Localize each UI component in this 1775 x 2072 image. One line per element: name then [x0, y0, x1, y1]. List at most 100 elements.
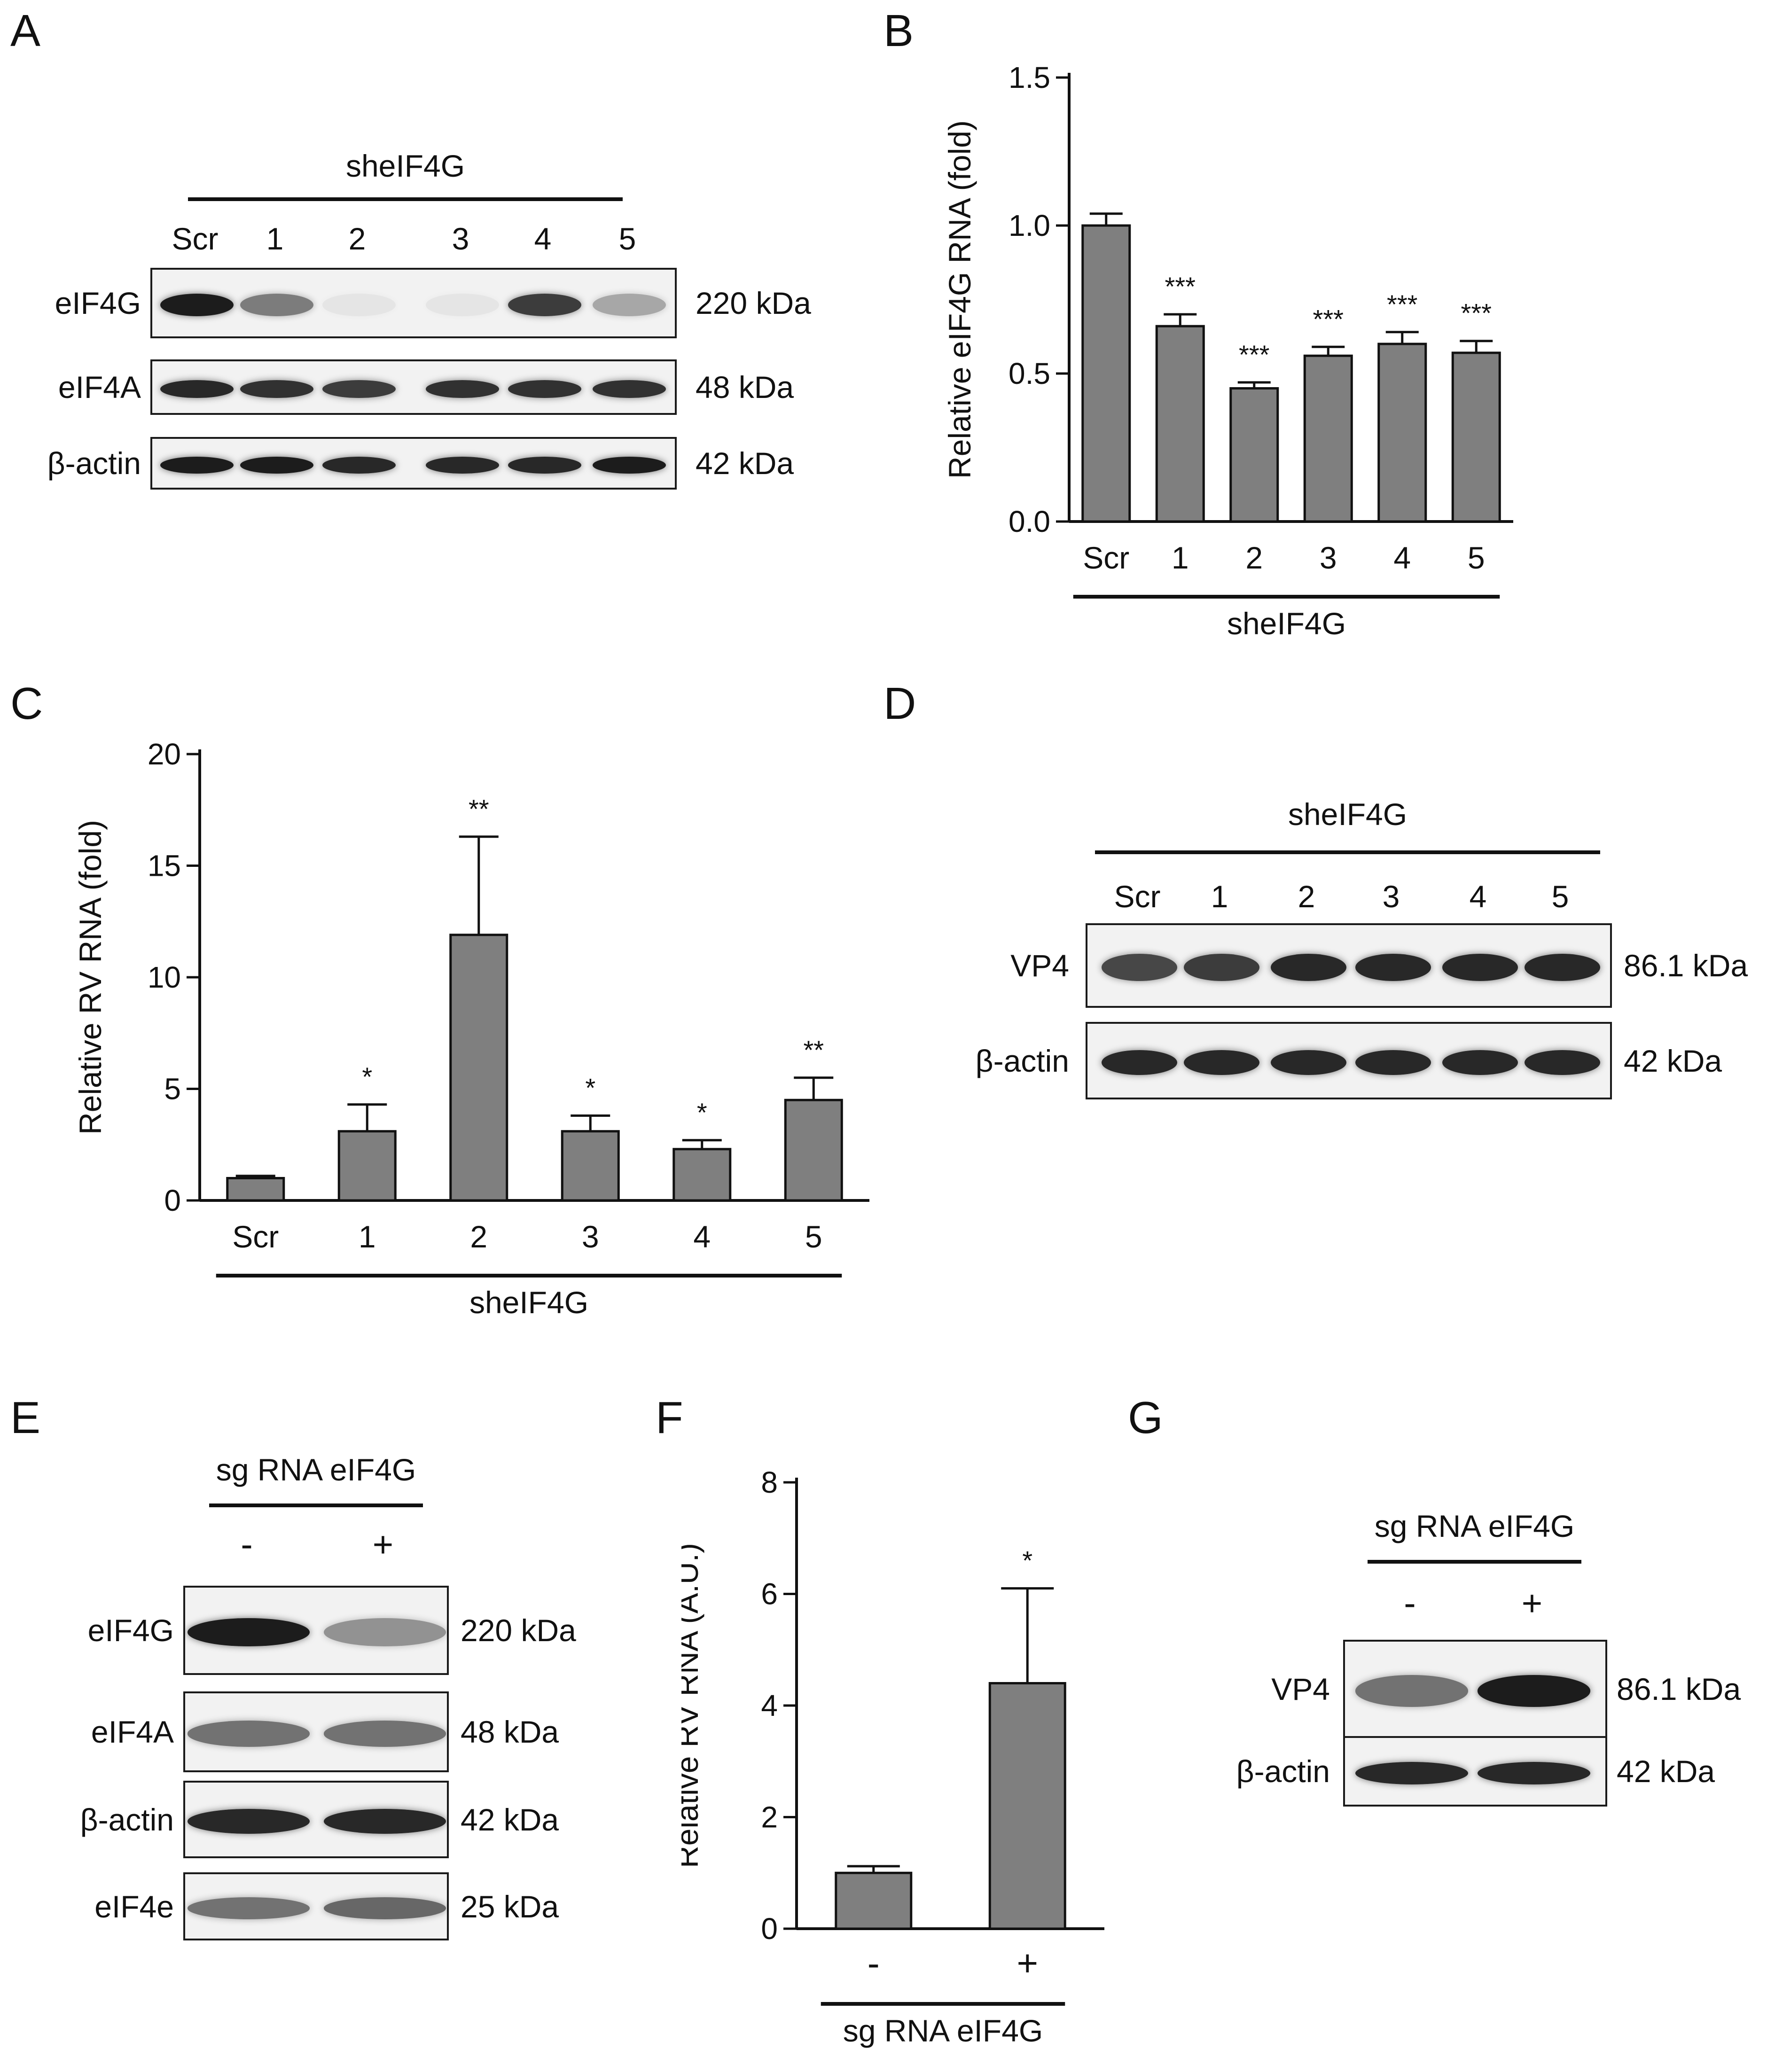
lane-label: -	[241, 1525, 253, 1565]
blot-band	[1355, 1675, 1468, 1707]
panel-letter-e: E	[10, 1393, 41, 1443]
size-label: 220 kDa	[696, 286, 811, 320]
x-axis-label: sheIF4G	[469, 1285, 588, 1320]
y-tick-label: 8	[761, 1465, 778, 1499]
y-tick-label: 0.0	[1009, 505, 1050, 538]
blot-band	[425, 294, 500, 316]
size-label: 86.1 kDa	[1624, 948, 1748, 983]
bar	[1451, 351, 1501, 523]
y-tick-label: 15	[148, 849, 181, 883]
blot-strip	[1086, 1022, 1612, 1099]
size-label: 48 kDa	[461, 1714, 559, 1749]
bar	[1081, 224, 1131, 523]
panel-letter-c: C	[10, 678, 43, 729]
y-tick-label: 6	[761, 1577, 778, 1611]
group-label-g: sg RNA eIF4G	[1374, 1509, 1575, 1543]
blot-band	[1355, 1050, 1431, 1075]
panel-letter-d: D	[884, 678, 916, 729]
blot-strip	[1343, 1640, 1607, 1738]
panel-letter-g: G	[1128, 1393, 1163, 1443]
size-label: 42 kDa	[461, 1802, 559, 1837]
protein-label-eif4a: eIF4A	[91, 1714, 174, 1749]
blot-band	[1101, 1050, 1177, 1075]
x-axis-label: sheIF4G	[1227, 606, 1346, 641]
blot-band	[324, 1809, 446, 1834]
lane-label: 2	[348, 221, 366, 256]
group-label-d: sheIF4G	[1288, 797, 1407, 832]
chart-f: 0 2 4 6 8 - * + sg RNA eIF4G Relative RV RNA (A.U…	[681, 1465, 1104, 2048]
blot-band	[1478, 1675, 1590, 1707]
x-tick-label: Scr	[1083, 540, 1129, 575]
y-tick-label: 10	[148, 960, 181, 994]
significance-label: ***	[1461, 298, 1492, 328]
bar	[988, 1682, 1066, 1930]
x-tick-label: 4	[693, 1219, 711, 1254]
group-underline-d	[1095, 850, 1600, 854]
protein-label-vp4: VP4	[1271, 1672, 1330, 1706]
size-label: 42 kDa	[1617, 1754, 1715, 1789]
blot-band	[508, 380, 582, 398]
protein-label-actin: β-actin	[80, 1802, 174, 1837]
x-tick-label: +	[1017, 1942, 1038, 1984]
blot-band	[188, 1618, 310, 1647]
blot-band	[1183, 1050, 1259, 1075]
y-tick-label: 4	[761, 1689, 778, 1722]
protein-label-eif4e: eIF4e	[94, 1889, 174, 1924]
x-tick-label: 1	[1172, 540, 1189, 575]
group-underline-a	[188, 197, 623, 201]
blot-band	[188, 1721, 310, 1747]
bar	[449, 934, 508, 1202]
blot-strip	[150, 359, 677, 415]
group-underline-g	[1368, 1560, 1581, 1564]
protein-label-actin: β-actin	[1236, 1754, 1330, 1789]
significance-label: ***	[1313, 304, 1344, 334]
blot-band	[1270, 1050, 1346, 1075]
blot-band	[240, 294, 314, 316]
blot-band	[188, 1809, 310, 1834]
y-tick-label: 1.5	[1009, 61, 1050, 94]
blot-band	[240, 380, 314, 398]
blot-band	[1524, 954, 1600, 981]
bar	[1303, 354, 1353, 523]
blot-band	[1442, 954, 1518, 981]
blot-band	[322, 294, 396, 316]
significance-label: **	[803, 1035, 824, 1065]
lane-label: +	[1521, 1583, 1543, 1623]
blot-strip	[150, 268, 677, 338]
significance-label: ***	[1387, 289, 1417, 319]
lane-label: 5	[618, 221, 636, 256]
bar	[1377, 343, 1427, 523]
x-tick-label: 5	[805, 1219, 822, 1254]
protein-label-vp4: VP4	[1010, 948, 1069, 983]
x-tick-label: 3	[582, 1219, 599, 1254]
blot-band	[508, 457, 582, 474]
protein-label-eif4g: eIF4G	[87, 1613, 174, 1648]
blot-band	[322, 380, 396, 398]
blot-band	[1442, 1050, 1518, 1075]
lane-label: 2	[1298, 879, 1315, 914]
chart-c: 0 5 10 15 20 Scr * 1 ** 2 * 3 * 4 ** 5 sheIF4G Relative R…	[73, 737, 869, 1320]
protein-label-actin: β-actin	[47, 446, 141, 481]
blot-strip	[183, 1781, 449, 1858]
lane-label: 3	[1382, 879, 1400, 914]
lane-label: -	[1404, 1583, 1416, 1623]
protein-label-eif4a: eIF4A	[58, 370, 141, 405]
significance-label: *	[697, 1098, 707, 1127]
blot-band	[1524, 1050, 1600, 1075]
blot-band	[592, 457, 666, 474]
significance-label: *	[585, 1073, 595, 1103]
blot-band	[240, 457, 314, 474]
lane-label: 1	[266, 221, 284, 256]
bar	[561, 1130, 620, 1202]
significance-label: ***	[1239, 340, 1269, 369]
blot-strip	[183, 1872, 449, 1940]
blot-band	[324, 1618, 446, 1647]
blot-band	[425, 457, 500, 474]
bar	[784, 1098, 843, 1202]
blot-band	[592, 294, 666, 316]
panel-letter-b: B	[884, 6, 914, 56]
blot-band	[508, 294, 582, 316]
protein-label-actin: β-actin	[975, 1043, 1069, 1078]
blot-band	[1270, 954, 1346, 981]
